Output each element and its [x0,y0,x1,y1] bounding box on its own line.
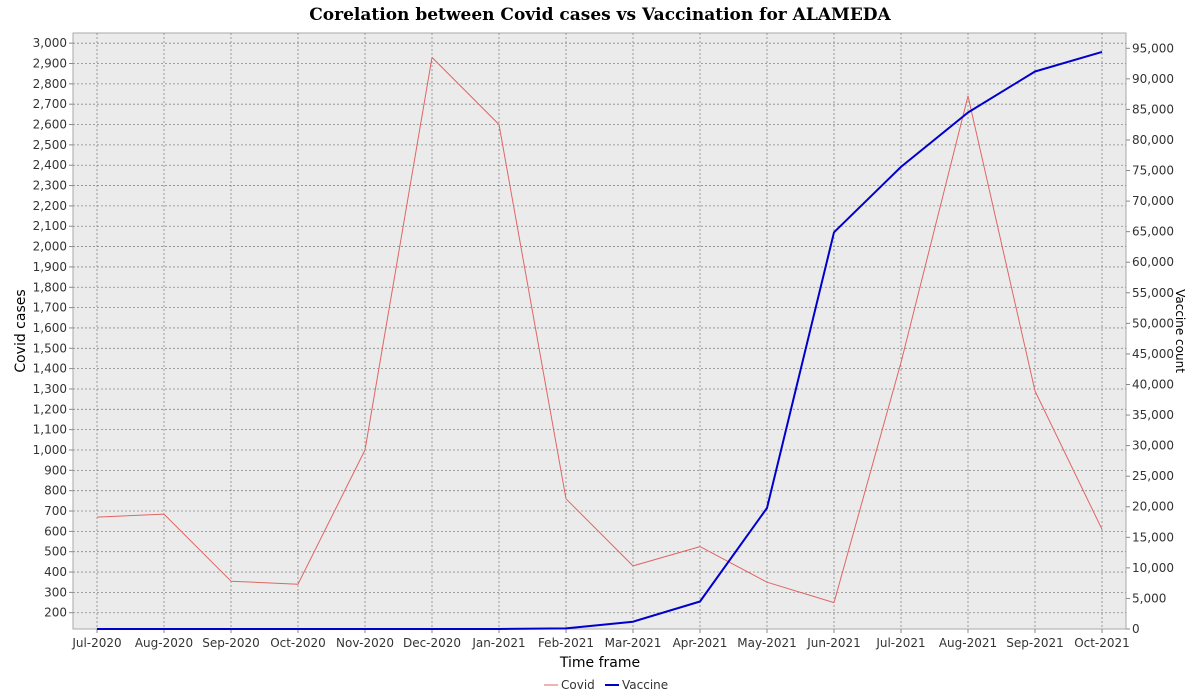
left-axis: 200 300 400 500 600 700 800 900 1,000 1,100 1,200 1… [33,36,73,620]
right-tick-label: 50,000 [1132,316,1174,330]
legend-label-covid: Covid [561,678,595,692]
x-tick-label: Nov-2020 [336,636,394,650]
plot-area [72,32,1127,630]
left-tick-label: 800 [44,484,67,498]
left-tick-label: 1,900 [33,260,67,274]
left-tick-label: 1,300 [33,382,67,396]
x-tick-label: Apr-2021 [673,636,728,650]
left-tick-label: 2,400 [33,158,67,172]
left-tick-label: 2,200 [33,199,67,213]
left-tick-label: 1,500 [33,341,67,355]
left-tick-label: 300 [44,585,67,599]
x-axis: Jul-2020 Aug-2020 Sep-2020 Oct-2020 Nov-2020… [71,629,1130,650]
left-tick-label: 2,800 [33,77,67,91]
left-tick-label: 2,700 [33,97,67,111]
y-axis-title: Covid cases [13,289,29,372]
series-layer [96,50,1103,630]
x-tick-label: Jun-2021 [806,636,861,650]
left-tick-label: 1,400 [33,362,67,376]
series-line-covid [96,56,1103,604]
x-tick-label: Mar-2021 [605,636,662,650]
right-tick-label: 70,000 [1132,194,1174,208]
right-tick-label: 10,000 [1132,561,1174,575]
left-tick-label: 1,600 [33,321,67,335]
left-tick-label: 1,800 [33,280,67,294]
right-tick-label: 45,000 [1132,347,1174,361]
y2-axis-title: Vaccine count [1173,289,1187,373]
left-tick-label: 200 [44,606,67,620]
grid-layer [73,33,1126,629]
right-tick-label: 15,000 [1132,530,1174,544]
x-tick-label: Oct-2021 [1074,636,1130,650]
left-tick-label: 2,000 [33,240,67,254]
right-tick-label: 25,000 [1132,469,1174,483]
chart-title: Corelation between Covid cases vs Vaccin… [309,5,891,25]
right-tick-label: 65,000 [1132,225,1174,239]
right-tick-label: 40,000 [1132,377,1174,391]
x-tick-label: Sep-2021 [1006,636,1064,650]
right-tick-label: 60,000 [1132,255,1174,269]
x-tick-label: Jan-2021 [471,636,525,650]
x-tick-label: Feb-2021 [538,636,594,650]
x-tick-label: Aug-2021 [939,636,997,650]
right-tick-label: 75,000 [1132,164,1174,178]
right-tick-label: 55,000 [1132,286,1174,300]
series-line-vaccine [97,50,1103,630]
right-tick-label: 0 [1132,622,1140,636]
left-tick-label: 1,000 [33,443,67,457]
left-tick-label: 900 [44,463,67,477]
legend-label-vaccine: Vaccine [622,678,668,692]
x-tick-label: Sep-2020 [202,636,260,650]
left-tick-label: 1,100 [33,423,67,437]
left-tick-label: 2,500 [33,138,67,152]
right-tick-label: 85,000 [1132,102,1174,116]
x-tick-label: Jul-2020 [71,636,121,650]
x-tick-label: Aug-2020 [135,636,193,650]
right-tick-label: 35,000 [1132,408,1174,422]
right-tick-label: 20,000 [1132,500,1174,514]
left-tick-label: 2,300 [33,179,67,193]
x-axis-title: Time frame [559,655,640,671]
left-tick-label: 500 [44,545,67,559]
x-tick-label: Dec-2020 [403,636,461,650]
right-tick-label: 80,000 [1132,133,1174,147]
right-tick-label: 5,000 [1132,591,1166,605]
left-tick-label: 400 [44,565,67,579]
left-tick-label: 2,900 [33,57,67,71]
x-tick-label: Jul-2021 [875,636,925,650]
left-tick-label: 600 [44,524,67,538]
legend: Covid Vaccine [544,678,668,692]
x-tick-label: Oct-2020 [270,636,326,650]
left-tick-label: 1,200 [33,402,67,416]
right-axis: 0 5,000 10,000 15,000 20,000 25,000 30,000 35,0… [1126,41,1174,636]
left-tick-label: 700 [44,504,67,518]
right-tick-label: 90,000 [1132,72,1174,86]
left-tick-label: 2,100 [33,219,67,233]
left-tick-label: 2,600 [33,118,67,132]
x-tick-label: May-2021 [737,636,796,650]
right-tick-label: 30,000 [1132,439,1174,453]
left-tick-label: 1,700 [33,301,67,315]
left-tick-label: 3,000 [33,36,67,50]
right-tick-label: 95,000 [1132,41,1174,55]
